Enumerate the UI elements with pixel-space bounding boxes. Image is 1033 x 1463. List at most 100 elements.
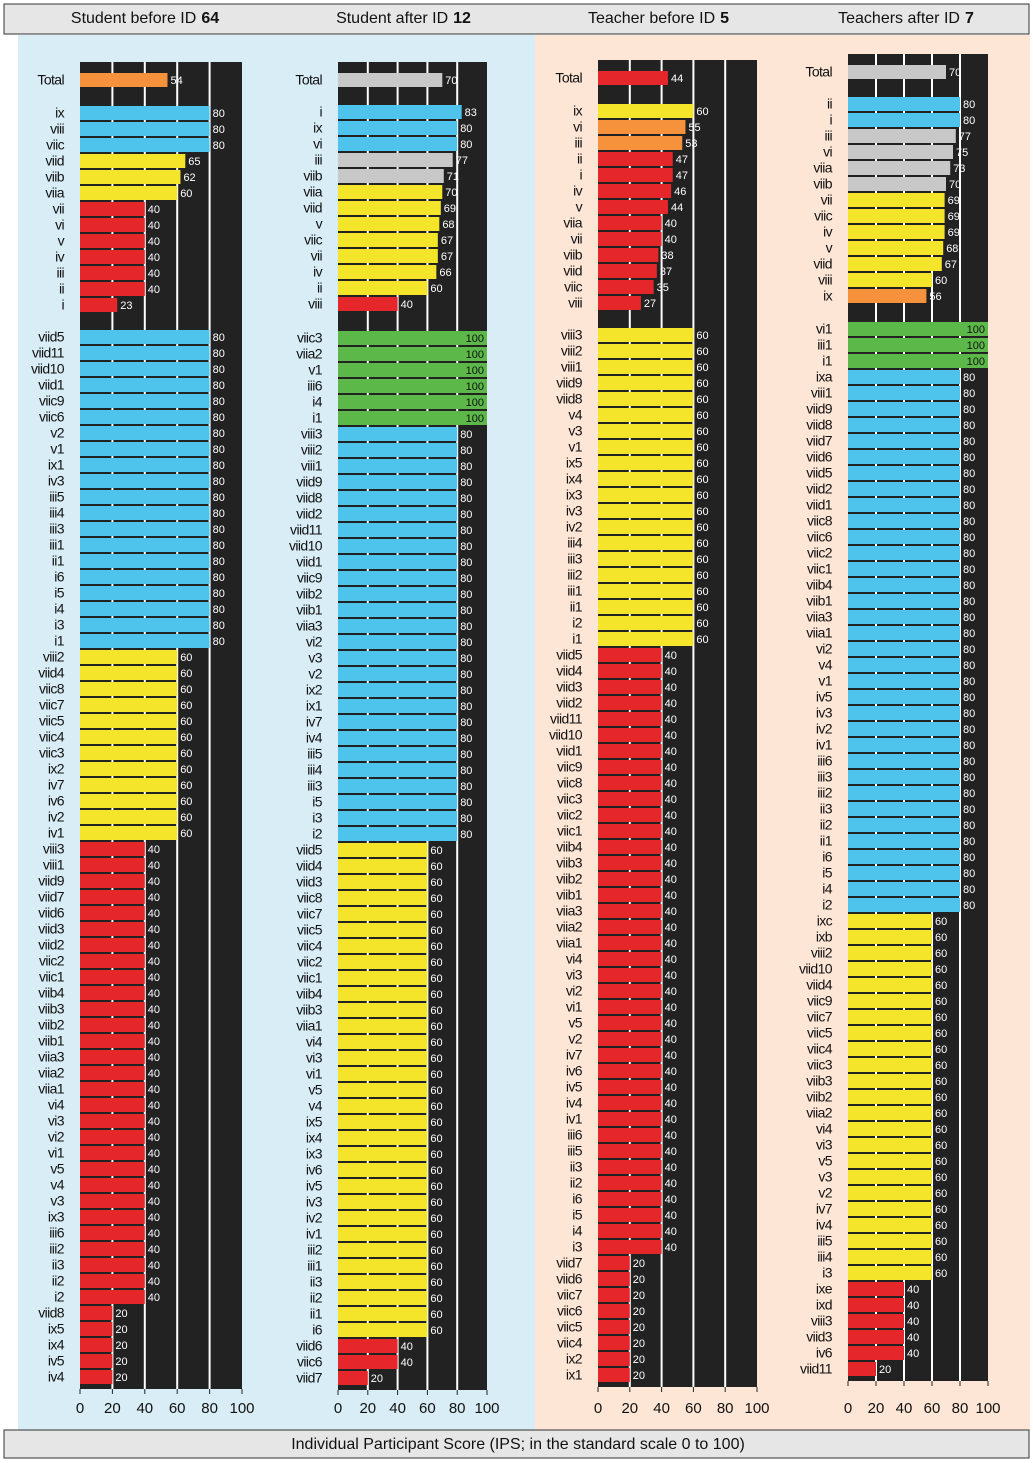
bar [80, 778, 178, 792]
value-label: 60 [935, 1028, 947, 1040]
value-label: 60 [935, 1172, 947, 1184]
value-label: 60 [180, 188, 192, 200]
category-label: Total [295, 72, 322, 88]
category-label: viia [563, 215, 582, 231]
value-label: 80 [963, 468, 975, 480]
value-label: 20 [633, 1354, 645, 1366]
bar [80, 154, 186, 168]
category-label: viia [303, 184, 322, 200]
bar [338, 249, 438, 263]
category-label: viib2 [806, 1089, 833, 1105]
category-label: v [576, 199, 583, 215]
category-label: iv2 [48, 809, 65, 825]
bar [598, 1224, 662, 1238]
bar [848, 1170, 932, 1184]
bar [80, 666, 178, 680]
value-label: 40 [665, 234, 677, 246]
value-label: 40 [148, 204, 160, 216]
category-label: viic5 [807, 1025, 833, 1041]
value-label: 80 [963, 708, 975, 720]
bar [598, 136, 683, 150]
bar [848, 866, 960, 880]
value-label: 60 [180, 716, 192, 728]
category-label: viia1 [806, 625, 833, 641]
category-label: vi1 [816, 321, 833, 337]
category-label: ii1 [570, 599, 583, 615]
value-label: 60 [935, 916, 947, 928]
value-label: 60 [430, 1101, 442, 1113]
bar [848, 257, 942, 271]
category-label: viid1 [38, 377, 65, 393]
bar [598, 408, 694, 422]
category-label: viic9 [297, 570, 323, 586]
category-label: iii [56, 265, 64, 281]
category-label: iv7 [48, 777, 65, 793]
value-label: 60 [696, 106, 708, 118]
value-label: 60 [430, 925, 442, 937]
category-label: viid10 [549, 727, 583, 743]
category-label: viic7 [297, 906, 323, 922]
value-label: 40 [665, 1226, 677, 1238]
value-label: 40 [665, 1034, 677, 1046]
category-label: viib1 [296, 602, 323, 618]
bar [598, 568, 694, 582]
category-label: vi3 [566, 967, 583, 983]
x-tick-label: 80 [717, 1400, 734, 1417]
bar [338, 763, 458, 777]
bar [598, 1112, 662, 1126]
value-label: 80 [460, 493, 472, 505]
bar [80, 1162, 145, 1176]
category-label: iii2 [817, 785, 833, 801]
bar [598, 200, 668, 214]
bar [80, 1210, 145, 1224]
category-label: viid10 [31, 361, 65, 377]
category-label: iv6 [306, 1162, 323, 1178]
category-label: viid3 [806, 1329, 833, 1345]
value-label: 80 [213, 556, 225, 568]
value-label: 40 [665, 1162, 677, 1174]
category-label: iv2 [816, 721, 833, 737]
value-label: 40 [148, 940, 160, 952]
category-label: viic3 [39, 745, 65, 761]
value-label: 27 [644, 298, 656, 310]
category-label: i2 [54, 1289, 65, 1305]
value-label: 80 [460, 477, 472, 489]
panel-title-text: Teacher before ID [588, 10, 715, 27]
category-label: iii3 [567, 551, 583, 567]
bar [80, 378, 210, 392]
bar [338, 827, 458, 841]
category-label: viic1 [557, 823, 583, 839]
bar [338, 507, 458, 521]
category-label: ix2 [306, 682, 323, 698]
category-label: viii3 [301, 426, 323, 442]
value-label: 40 [907, 1316, 919, 1328]
bar [80, 458, 210, 472]
value-label: 40 [148, 1036, 160, 1048]
category-label: viic2 [39, 953, 65, 969]
bar [598, 216, 662, 230]
category-label: viii [818, 272, 832, 288]
value-label: 20 [115, 1308, 127, 1320]
bar [338, 699, 458, 713]
value-label: 80 [963, 772, 975, 784]
category-label: viic5 [297, 922, 323, 938]
bar [338, 459, 458, 473]
bar [848, 962, 932, 976]
category-label: Total [37, 72, 64, 88]
value-label: 60 [430, 845, 442, 857]
value-label: 80 [213, 476, 225, 488]
value-label: 60 [935, 1252, 947, 1264]
category-label: viii2 [43, 649, 65, 665]
x-axis-label: Individual Participant Score (IPS; in th… [291, 1436, 745, 1453]
bar [598, 456, 694, 470]
bar [848, 177, 946, 191]
category-label: i6 [54, 569, 65, 585]
category-label: viia [45, 185, 64, 201]
value-label: 80 [963, 516, 975, 528]
bar [80, 1178, 145, 1192]
bar [80, 1274, 145, 1288]
value-label: 60 [696, 634, 708, 646]
value-label: 40 [665, 218, 677, 230]
bar [848, 418, 960, 432]
value-label: 47 [676, 154, 688, 166]
